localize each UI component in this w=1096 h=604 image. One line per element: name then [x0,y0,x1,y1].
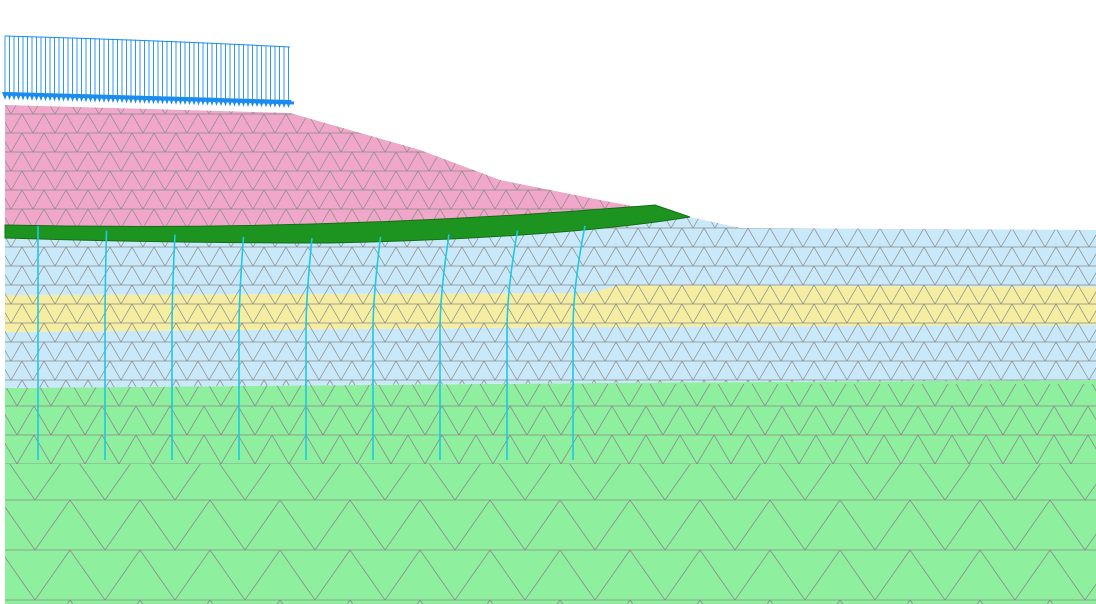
load-arrow-head [240,98,247,107]
load-arrow-head [114,95,121,104]
load-arrow-head [78,94,85,103]
vertical-drains [37,225,586,460]
load-arrow-head [2,92,8,100]
load-arrow-head [281,99,287,108]
load-arrow-head [56,93,62,102]
mesh-bottom-lower [5,464,1096,604]
load-arrow-head [186,97,193,106]
load-arrow-head [33,92,40,101]
load-arrow-head [263,99,269,108]
load-arrow-head [69,93,76,102]
load-arrow-head [65,93,71,102]
drain [572,225,586,460]
load-arrow-head [249,98,256,107]
load-arrow-head [128,95,134,104]
load-arrow-head [276,99,283,108]
load-arrow-head [155,96,161,105]
drain [439,234,450,460]
load-arrow-head [258,99,265,108]
load-arrow-head [105,94,112,103]
distributed-load [2,35,295,108]
load-arrow-head [150,96,157,105]
drain [305,237,313,460]
load-arrow-head [6,92,13,101]
load-arrow-head [164,96,170,105]
drain [171,234,176,460]
load-arrow-head [218,98,224,107]
load-arrow-head [245,98,251,107]
load-arrow-head [231,98,238,107]
load-arrow-head [141,95,148,104]
load-arrow-head [29,92,35,101]
load-arrow-head [132,95,139,104]
load-arrow-head [236,98,242,107]
load-arrow-head [168,96,175,105]
load-arrow-head [60,93,67,102]
load-arrow-head [159,96,166,105]
load-arrow-head [204,97,211,106]
load-arrow-head [15,92,22,101]
load-arrow-head [42,93,49,102]
load-arrow-head [24,92,31,101]
load-arrow-head [51,93,58,102]
load-arrow-head [38,93,44,102]
load-arrow-head [83,94,89,103]
load-arrow-head [173,96,179,105]
drain [372,236,382,460]
load-arrow-head [285,99,292,108]
load-arrow-head [92,94,98,103]
load-arrow-head [227,98,233,107]
load-arrow-head [195,97,202,106]
load-arrow-head [182,97,188,106]
load-arrow-head [110,95,116,104]
load-arrow-head [272,99,278,108]
load-top-line [4,35,291,48]
load-arrow-head [254,99,260,108]
mesh-bottom-upper [5,384,1096,464]
load-arrow-head [20,92,26,101]
drain [104,230,108,460]
drain [506,230,519,460]
load-arrow-head [119,95,125,104]
load-arrow-head [87,94,94,103]
load-arrow-head [101,94,107,103]
drain [238,237,245,460]
load-arrow-head [74,94,80,103]
load-arrow-head [209,97,215,106]
load-arrow-head [47,93,53,102]
load-arrow-head [222,98,229,107]
load-arrow-head [123,95,130,104]
load-arrow-head [137,95,143,104]
load-arrow-head [267,99,274,108]
load-arrow-head [96,94,103,103]
mesh-clay [5,217,1096,388]
load-arrow-head [213,97,220,106]
load-arrow-head [11,92,17,101]
load-arrow-head [146,96,152,105]
mesh-embankment [5,105,690,230]
load-arrow-head [177,96,184,105]
load-arrow-head [200,97,206,106]
load-arrow-head [191,97,197,106]
